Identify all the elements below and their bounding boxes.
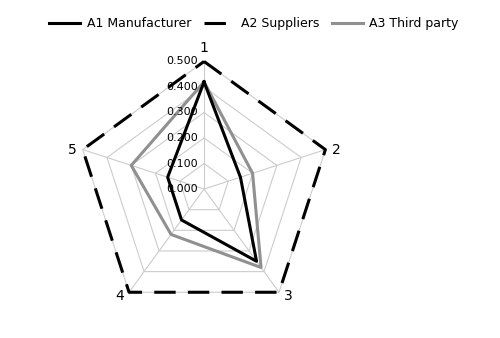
Text: 2: 2: [332, 143, 340, 156]
Text: 0.200: 0.200: [166, 133, 198, 143]
Text: 4: 4: [115, 289, 124, 303]
Legend: A1 Manufacturer, A2 Suppliers, A3 Third party: A1 Manufacturer, A2 Suppliers, A3 Third …: [44, 13, 464, 35]
Text: 0.000: 0.000: [166, 184, 198, 194]
Text: 0.300: 0.300: [166, 107, 198, 118]
Text: 1: 1: [200, 41, 208, 55]
Text: 0.400: 0.400: [166, 82, 198, 92]
Text: 0.100: 0.100: [166, 159, 198, 169]
Text: 0.500: 0.500: [166, 56, 198, 67]
Text: 3: 3: [284, 289, 293, 303]
Text: 5: 5: [68, 143, 76, 156]
